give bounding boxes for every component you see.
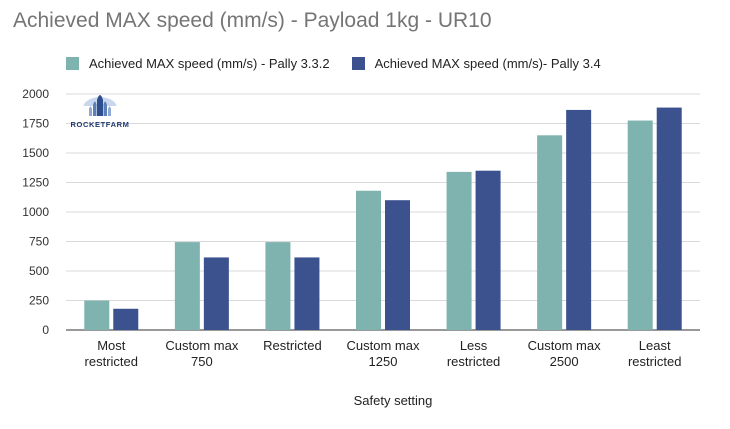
y-tick-label: 2000 (22, 87, 49, 101)
x-tick-label: Custom max (347, 338, 420, 353)
chart-title: Achieved MAX speed (mm/s) - Payload 1kg … (13, 9, 492, 32)
legend-swatch-series-2 (351, 56, 365, 70)
x-tick-label: Most (97, 338, 126, 353)
x-tick-label: Less (460, 338, 488, 353)
legend-item-series-1: Achieved MAX speed (mm/s) - Pally 3.3.2 (66, 56, 330, 71)
bar-series-1 (84, 300, 110, 330)
bar-series-1 (446, 171, 472, 330)
x-tick-label: Custom max (528, 338, 601, 353)
legend: Achieved MAX speed (mm/s) - Pally 3.3.2 … (66, 55, 623, 71)
y-tick-label: 1250 (22, 176, 49, 190)
x-tick-label: restricted (447, 354, 500, 369)
rocketfarm-logo-icon (83, 95, 117, 119)
legend-label-series-1: Achieved MAX speed (mm/s) - Pally 3.3.2 (89, 55, 330, 71)
bar-series-2 (566, 109, 592, 331)
x-tick-label: Restricted (263, 338, 322, 353)
x-tick-label: restricted (628, 354, 681, 369)
y-tick-label: 1000 (22, 205, 49, 219)
y-tick-label: 0 (42, 323, 49, 337)
y-tick-label: 250 (29, 294, 49, 308)
bar-series-2 (203, 257, 229, 330)
x-tick-label: restricted (85, 354, 138, 369)
x-tick-label: 2500 (550, 354, 579, 369)
y-tick-label: 1750 (22, 117, 49, 131)
legend-swatch-series-1 (66, 56, 79, 70)
y-tick-label: 500 (29, 264, 49, 278)
bar-series-2 (385, 200, 410, 330)
bar-series-2 (113, 308, 139, 330)
x-tick-label: Least (639, 338, 671, 353)
logo-text: ROCKETFARM (70, 120, 130, 129)
x-tick-label: Custom max (165, 338, 238, 353)
bar-series-2 (475, 170, 501, 330)
logo: ROCKETFARM (68, 88, 132, 129)
bar-series-1 (265, 242, 291, 330)
bar-series-1 (174, 242, 200, 330)
legend-label-series-2: Achieved MAX speed (mm/s)- Pally 3.4 (374, 55, 601, 71)
bar-series-1 (537, 135, 563, 330)
x-tick-label: 750 (191, 354, 213, 369)
bar-series-1 (627, 120, 653, 330)
bar-series-2 (294, 257, 320, 330)
x-tick-label: 1250 (369, 354, 398, 369)
y-tick-label: 1500 (22, 146, 49, 160)
bar-series-1 (356, 190, 381, 330)
bar-series-2 (656, 107, 682, 330)
y-tick-label: 750 (29, 235, 49, 249)
legend-item-series-2: Achieved MAX speed (mm/s)- Pally 3.4 (351, 55, 601, 71)
x-axis-title: Safety setting (354, 393, 433, 408)
